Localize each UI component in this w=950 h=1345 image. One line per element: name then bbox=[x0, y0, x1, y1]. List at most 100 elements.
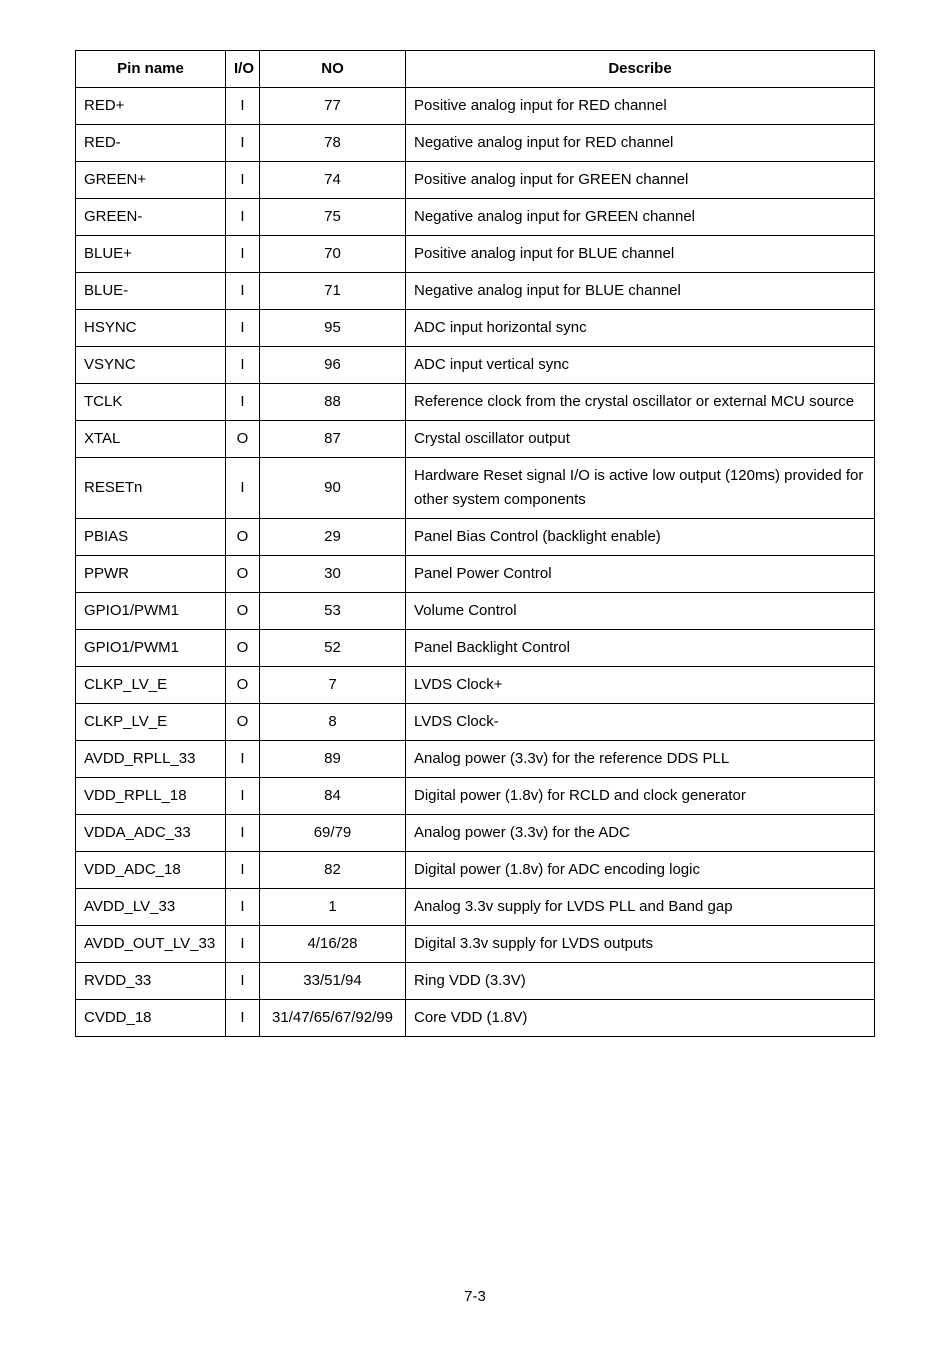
cell-describe: Panel Power Control bbox=[406, 556, 875, 593]
cell-describe: Digital power (1.8v) for RCLD and clock … bbox=[406, 778, 875, 815]
cell-describe: Digital power (1.8v) for ADC encoding lo… bbox=[406, 852, 875, 889]
cell-describe: ADC input vertical sync bbox=[406, 347, 875, 384]
cell-io: I bbox=[226, 310, 260, 347]
cell-describe: Positive analog input for GREEN channel bbox=[406, 162, 875, 199]
cell-describe: Panel Backlight Control bbox=[406, 630, 875, 667]
cell-no: 88 bbox=[260, 384, 406, 421]
cell-no: 74 bbox=[260, 162, 406, 199]
cell-pinname: VSYNC bbox=[76, 347, 226, 384]
cell-describe: Positive analog input for RED channel bbox=[406, 88, 875, 125]
table-header-row: Pin name I/O NO Describe bbox=[76, 51, 875, 88]
cell-no: 90 bbox=[260, 458, 406, 519]
cell-no: 75 bbox=[260, 199, 406, 236]
cell-io: I bbox=[226, 1000, 260, 1037]
cell-io: I bbox=[226, 125, 260, 162]
cell-describe: Negative analog input for RED channel bbox=[406, 125, 875, 162]
cell-io: O bbox=[226, 667, 260, 704]
cell-pinname: GREEN+ bbox=[76, 162, 226, 199]
table-row: RESETnI90Hardware Reset signal I/O is ac… bbox=[76, 458, 875, 519]
cell-pinname: AVDD_LV_33 bbox=[76, 889, 226, 926]
table-row: GREEN+I74Positive analog input for GREEN… bbox=[76, 162, 875, 199]
cell-io: O bbox=[226, 421, 260, 458]
cell-io: I bbox=[226, 926, 260, 963]
cell-no: 30 bbox=[260, 556, 406, 593]
cell-pinname: AVDD_OUT_LV_33 bbox=[76, 926, 226, 963]
cell-no: 82 bbox=[260, 852, 406, 889]
cell-no: 89 bbox=[260, 741, 406, 778]
cell-io: O bbox=[226, 556, 260, 593]
cell-describe: LVDS Clock- bbox=[406, 704, 875, 741]
cell-describe: Crystal oscillator output bbox=[406, 421, 875, 458]
cell-describe: Core VDD (1.8V) bbox=[406, 1000, 875, 1037]
cell-no: 87 bbox=[260, 421, 406, 458]
cell-no: 78 bbox=[260, 125, 406, 162]
cell-io: I bbox=[226, 852, 260, 889]
cell-pinname: AVDD_RPLL_33 bbox=[76, 741, 226, 778]
cell-no: 7 bbox=[260, 667, 406, 704]
cell-pinname: BLUE+ bbox=[76, 236, 226, 273]
table-row: CLKP_LV_EO8LVDS Clock- bbox=[76, 704, 875, 741]
cell-pinname: HSYNC bbox=[76, 310, 226, 347]
table-row: PPWRO30Panel Power Control bbox=[76, 556, 875, 593]
table-row: CVDD_18I31/47/65/67/92/99Core VDD (1.8V) bbox=[76, 1000, 875, 1037]
cell-pinname: RESETn bbox=[76, 458, 226, 519]
cell-pinname: RVDD_33 bbox=[76, 963, 226, 1000]
cell-no: 95 bbox=[260, 310, 406, 347]
cell-io: I bbox=[226, 88, 260, 125]
cell-io: O bbox=[226, 630, 260, 667]
table-row: AVDD_LV_33I1Analog 3.3v supply for LVDS … bbox=[76, 889, 875, 926]
cell-io: I bbox=[226, 963, 260, 1000]
cell-pinname: VDD_ADC_18 bbox=[76, 852, 226, 889]
table-row: VDD_ADC_18I82Digital power (1.8v) for AD… bbox=[76, 852, 875, 889]
cell-describe: Digital 3.3v supply for LVDS outputs bbox=[406, 926, 875, 963]
table-row: GREEN-I75Negative analog input for GREEN… bbox=[76, 199, 875, 236]
table-row: VDD_RPLL_18I84Digital power (1.8v) for R… bbox=[76, 778, 875, 815]
table-row: CLKP_LV_EO7LVDS Clock+ bbox=[76, 667, 875, 704]
table-body: RED+I77Positive analog input for RED cha… bbox=[76, 88, 875, 1037]
cell-describe: Panel Bias Control (backlight enable) bbox=[406, 519, 875, 556]
cell-io: I bbox=[226, 347, 260, 384]
cell-pinname: TCLK bbox=[76, 384, 226, 421]
cell-no: 52 bbox=[260, 630, 406, 667]
cell-pinname: GPIO1/PWM1 bbox=[76, 593, 226, 630]
cell-io: O bbox=[226, 704, 260, 741]
cell-io: I bbox=[226, 162, 260, 199]
page: Pin name I/O NO Describe RED+I77Positive… bbox=[0, 0, 950, 1345]
cell-io: I bbox=[226, 889, 260, 926]
cell-pinname: RED+ bbox=[76, 88, 226, 125]
cell-pinname: XTAL bbox=[76, 421, 226, 458]
cell-no: 31/47/65/67/92/99 bbox=[260, 1000, 406, 1037]
cell-no: 77 bbox=[260, 88, 406, 125]
cell-no: 84 bbox=[260, 778, 406, 815]
cell-pinname: PBIAS bbox=[76, 519, 226, 556]
table-row: BLUE+I70Positive analog input for BLUE c… bbox=[76, 236, 875, 273]
cell-pinname: CLKP_LV_E bbox=[76, 667, 226, 704]
cell-describe: Analog power (3.3v) for the ADC bbox=[406, 815, 875, 852]
header-describe: Describe bbox=[406, 51, 875, 88]
cell-no: 29 bbox=[260, 519, 406, 556]
table-row: BLUE-I71Negative analog input for BLUE c… bbox=[76, 273, 875, 310]
table-row: GPIO1/PWM1O53Volume Control bbox=[76, 593, 875, 630]
cell-no: 70 bbox=[260, 236, 406, 273]
cell-pinname: RED- bbox=[76, 125, 226, 162]
cell-io: I bbox=[226, 199, 260, 236]
table-row: HSYNCI95ADC input horizontal sync bbox=[76, 310, 875, 347]
cell-describe: Reference clock from the crystal oscilla… bbox=[406, 384, 875, 421]
cell-pinname: CVDD_18 bbox=[76, 1000, 226, 1037]
cell-describe: Analog 3.3v supply for LVDS PLL and Band… bbox=[406, 889, 875, 926]
cell-describe: ADC input horizontal sync bbox=[406, 310, 875, 347]
cell-pinname: BLUE- bbox=[76, 273, 226, 310]
cell-describe: Volume Control bbox=[406, 593, 875, 630]
pin-table: Pin name I/O NO Describe RED+I77Positive… bbox=[75, 50, 875, 1037]
cell-no: 71 bbox=[260, 273, 406, 310]
cell-no: 69/79 bbox=[260, 815, 406, 852]
cell-io: I bbox=[226, 273, 260, 310]
cell-pinname: GPIO1/PWM1 bbox=[76, 630, 226, 667]
cell-describe: Positive analog input for BLUE channel bbox=[406, 236, 875, 273]
cell-io: I bbox=[226, 815, 260, 852]
cell-pinname: VDDA_ADC_33 bbox=[76, 815, 226, 852]
table-row: RED+I77Positive analog input for RED cha… bbox=[76, 88, 875, 125]
cell-no: 53 bbox=[260, 593, 406, 630]
table-row: XTALO87Crystal oscillator output bbox=[76, 421, 875, 458]
table-row: RVDD_33I33/51/94Ring VDD (3.3V) bbox=[76, 963, 875, 1000]
